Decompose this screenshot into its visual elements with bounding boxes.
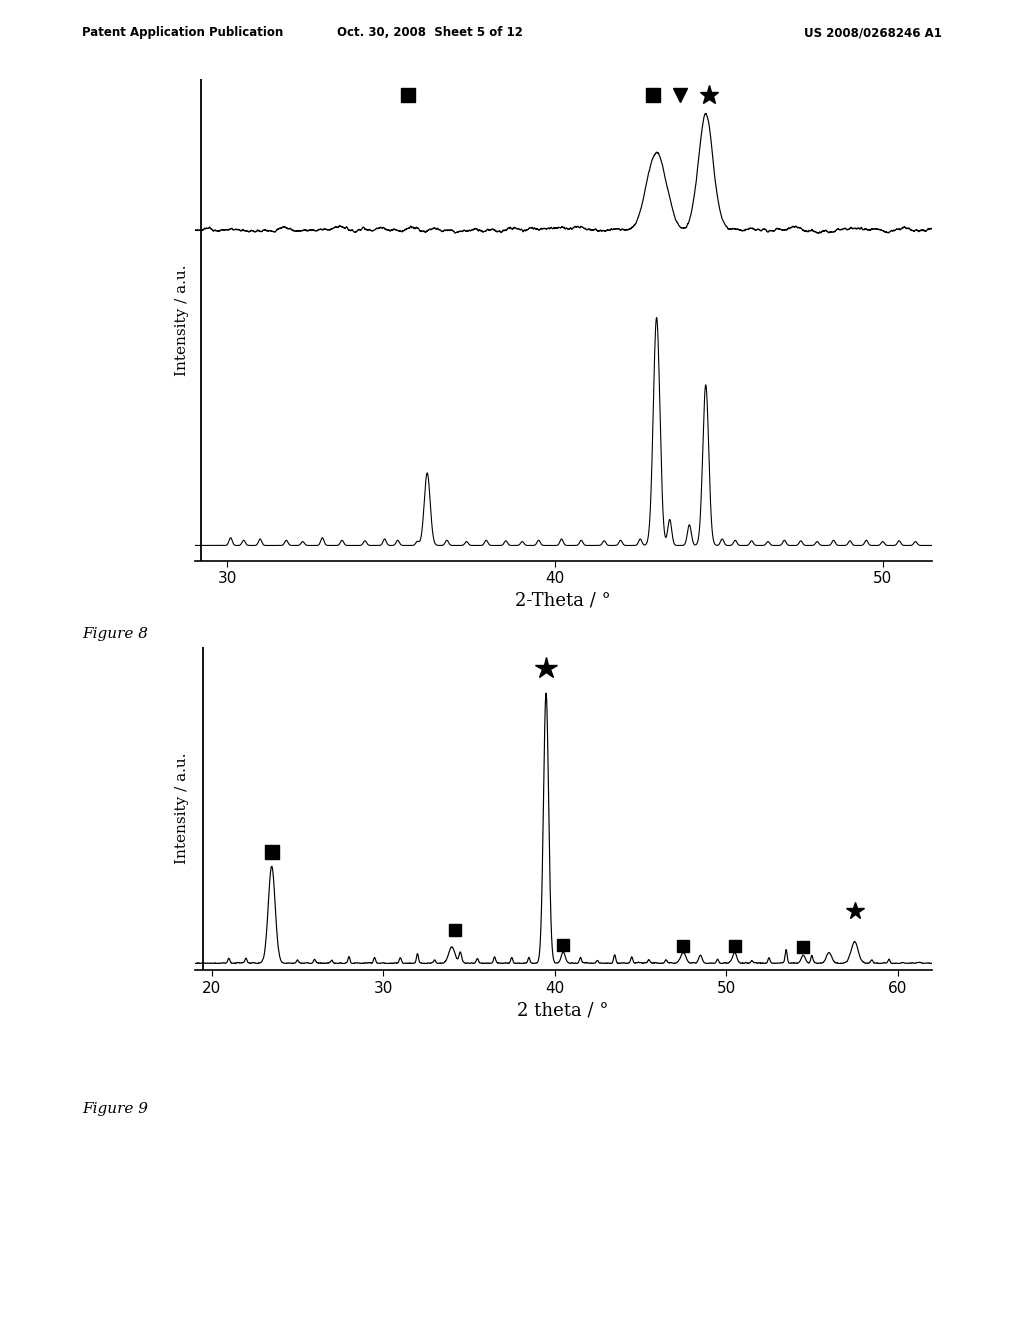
Text: Oct. 30, 2008  Sheet 5 of 12: Oct. 30, 2008 Sheet 5 of 12 (337, 26, 523, 40)
Text: Figure 8: Figure 8 (82, 627, 147, 642)
Text: US 2008/0268246 A1: US 2008/0268246 A1 (804, 26, 942, 40)
Y-axis label: Intensity / a.u.: Intensity / a.u. (175, 752, 189, 865)
Text: Figure 9: Figure 9 (82, 1102, 147, 1117)
Y-axis label: Intensity / a.u.: Intensity / a.u. (175, 264, 189, 376)
X-axis label: 2-Theta / °: 2-Theta / ° (515, 591, 611, 610)
Text: Patent Application Publication: Patent Application Publication (82, 26, 284, 40)
X-axis label: 2 theta / °: 2 theta / ° (517, 1001, 609, 1019)
